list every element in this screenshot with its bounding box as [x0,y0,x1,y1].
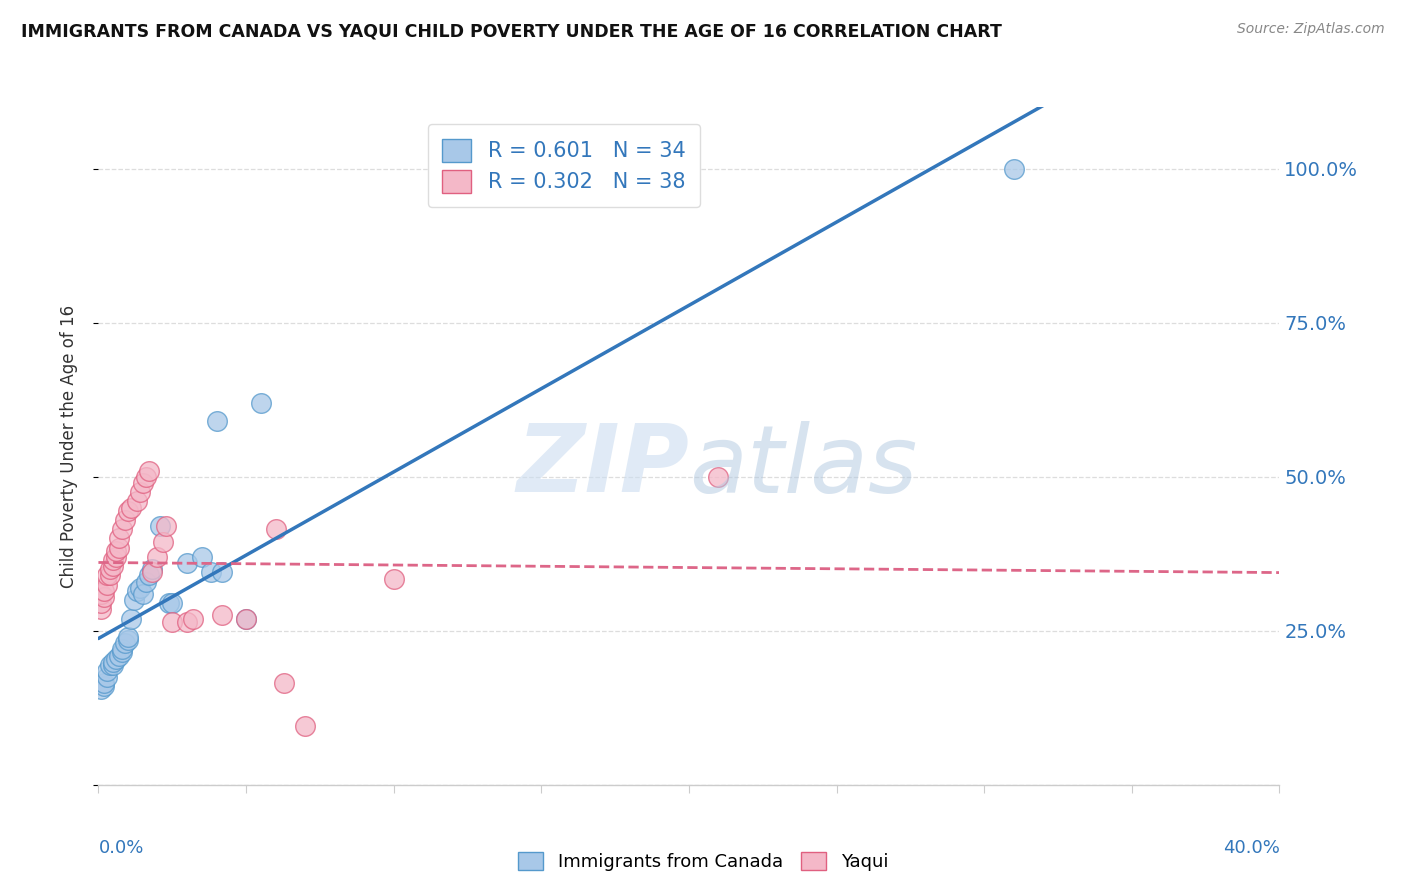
Point [93,679,115,693]
Point [114,513,136,527]
Point [162,596,183,610]
Point [176,556,198,570]
Point [96,568,118,582]
Point [211,608,233,623]
Point [157,596,180,610]
Point [135,574,157,589]
Legend: Immigrants from Canada, Yaqui: Immigrants from Canada, Yaqui [510,845,896,879]
Point [108,541,131,555]
Point [90,587,112,601]
Point [382,572,405,586]
Text: IMMIGRANTS FROM CANADA VS YAQUI CHILD POVERTY UNDER THE AGE OF 16 CORRELATION CH: IMMIGRANTS FROM CANADA VS YAQUI CHILD PO… [21,22,1002,40]
Point [146,549,169,564]
Point [273,676,295,690]
Point [138,568,160,582]
Point [105,543,128,558]
Point [122,593,145,607]
Point [90,682,112,697]
Point [117,504,139,518]
Text: ZIP: ZIP [516,420,689,512]
Point [103,559,125,574]
Point [152,534,174,549]
Point [111,645,134,659]
Point [105,651,128,665]
Point [93,590,115,604]
Point [103,657,125,672]
Point [108,648,131,663]
Point [125,583,148,598]
Point [707,470,730,484]
Point [181,611,204,625]
Point [103,553,125,567]
Point [117,630,139,644]
Point [117,633,139,648]
Point [264,522,287,536]
Point [128,581,150,595]
Point [96,664,118,678]
Point [96,670,118,684]
Point [93,583,115,598]
Text: 40.0%: 40.0% [1223,839,1279,857]
Point [191,549,214,564]
Point [141,566,163,580]
Point [138,464,160,478]
Point [250,396,273,410]
Point [211,566,233,580]
Point [98,562,121,576]
Point [1002,161,1025,176]
Text: 0.0%: 0.0% [98,839,143,857]
Point [176,615,198,629]
Point [98,568,121,582]
Point [108,532,131,546]
Point [135,470,157,484]
Point [120,611,142,625]
Point [111,522,134,536]
Text: Source: ZipAtlas.com: Source: ZipAtlas.com [1237,22,1385,37]
Point [200,566,222,580]
Point [120,500,142,515]
Point [132,587,155,601]
Text: atlas: atlas [689,421,917,512]
Point [205,414,228,428]
Point [114,636,136,650]
Point [98,657,121,672]
Point [132,475,155,490]
Point [128,485,150,500]
Y-axis label: Child Poverty Under the Age of 16: Child Poverty Under the Age of 16 [59,304,77,588]
Legend: R = 0.601   N = 34, R = 0.302   N = 38: R = 0.601 N = 34, R = 0.302 N = 38 [427,124,700,207]
Point [149,519,172,533]
Point [111,642,134,657]
Point [155,519,177,533]
Point [141,562,163,576]
Point [96,577,118,591]
Point [235,611,257,625]
Point [105,549,128,564]
Point [93,676,115,690]
Point [235,611,257,625]
Point [90,596,112,610]
Point [162,615,183,629]
Point [125,494,148,508]
Point [90,602,112,616]
Point [103,655,125,669]
Point [294,719,316,733]
